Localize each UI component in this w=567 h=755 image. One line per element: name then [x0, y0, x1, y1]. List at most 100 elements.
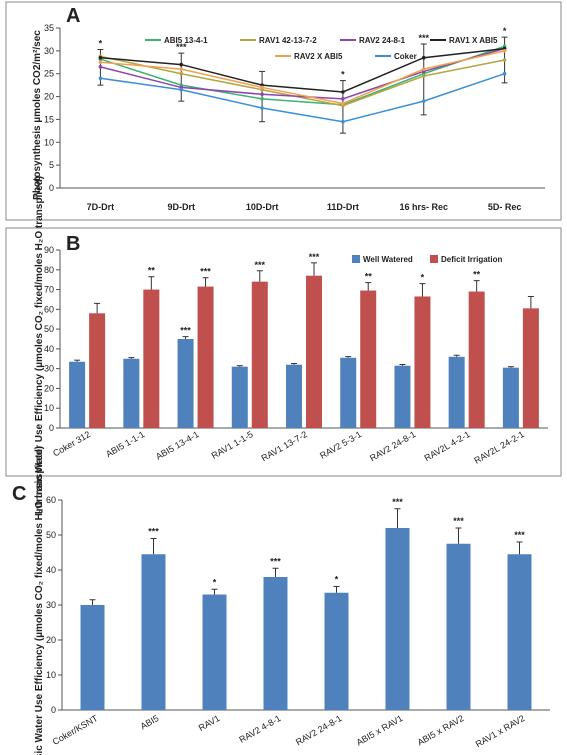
- panel-c-bar: [141, 554, 166, 710]
- panel-b-significance-label: ***: [180, 326, 191, 336]
- panel-c-bar: [446, 543, 471, 710]
- panel-c-ytick-label: 20: [46, 635, 56, 645]
- panel-a-ytick-label: 30: [44, 46, 54, 56]
- panel-b-ytick-label: 50: [44, 324, 54, 334]
- panel-a-legend-label: RAV2 X ABI5: [294, 52, 343, 61]
- panel-b-ylabel: Intrinsic Water Use Efficiency (µmoles C…: [34, 176, 45, 514]
- panel-b-bar: [286, 364, 302, 428]
- panel-b-ytick-label: 40: [44, 344, 54, 354]
- panel-c-bar: [324, 592, 349, 710]
- panel-a-series-line: [100, 73, 505, 123]
- panel-b-bar: [306, 275, 322, 428]
- panel-b-bar: [69, 361, 86, 428]
- panel-c-ylabel: Intrinsic Water Use Efficiency (µmoles C…: [34, 446, 45, 755]
- panel-a-xtick-label: 10D-Drt: [246, 202, 279, 212]
- panel-c-bar: [202, 594, 227, 710]
- panel-a-letter: A: [66, 5, 80, 27]
- panel-b-bar: [197, 286, 214, 428]
- panel-b-significance-label: **: [473, 270, 481, 280]
- panel-b-ytick-label: 70: [44, 285, 54, 295]
- panel-b-significance-label: **: [365, 272, 373, 282]
- panel-b-bar: [251, 281, 268, 428]
- panel-a-ytick-label: 10: [44, 137, 54, 147]
- panel-a-data-point: [421, 55, 426, 60]
- panel-b-ytick-label: 80: [44, 265, 54, 275]
- panel-a-xtick-label: 11D-Drt: [327, 202, 359, 212]
- panel-a-series-line: [100, 47, 505, 93]
- panel-b-bar: [89, 313, 106, 428]
- panel-c-significance-label: *: [335, 574, 339, 584]
- panel-a-data-point: [260, 92, 264, 97]
- panel-a-data-point: [341, 119, 345, 124]
- panel-a-data-point: [98, 60, 103, 65]
- panel-c-bar: [507, 554, 532, 710]
- panel-a-data-point: [502, 49, 507, 53]
- panel-a-data-point: [98, 76, 103, 81]
- panel-b-bar: [414, 296, 431, 428]
- panel-a-xtick-label: 16 hrs- Rec: [399, 202, 448, 212]
- panel-c-bar: [263, 577, 288, 710]
- panel-a-series-line: [100, 50, 505, 105]
- panel-b-significance-label: ***: [200, 267, 211, 277]
- panel-b-letter: B: [66, 233, 80, 255]
- panel-a-legend-label: ABI5 13-4-1: [164, 36, 208, 45]
- panel-a-ytick-label: 35: [44, 23, 54, 33]
- panel-a-ytick-label: 0: [49, 183, 54, 193]
- panel-c-letter: C: [12, 483, 26, 505]
- panel-a-data-point: [421, 74, 426, 78]
- panel-a-xtick-label: 5D- Rec: [488, 202, 522, 212]
- panel-a-data-point: [341, 101, 345, 106]
- panel-a-ylabel: Photosynthesis µmoles CO2/m²/sec: [32, 30, 43, 200]
- panel-c-bar: [385, 528, 410, 710]
- panel-a-series-line: [100, 55, 505, 107]
- panel-c-ytick-label: 40: [46, 565, 56, 575]
- panel-b-legend-swatch: [352, 255, 360, 263]
- panel-a-data-point: [341, 90, 345, 94]
- panel-b-ytick-label: 20: [44, 383, 54, 393]
- panel-c-significance-label: *: [213, 577, 217, 587]
- panel-c-significance-label: ***: [148, 527, 159, 537]
- panel-a-data-point: [98, 65, 103, 69]
- panel-a-data-point: [179, 71, 184, 76]
- panel-c-significance-label: ***: [392, 497, 403, 507]
- panel-a-xtick-label: 9D-Drt: [167, 202, 195, 212]
- panel-a-ytick-label: 15: [44, 114, 54, 124]
- panel-c-ytick-label: 60: [46, 495, 56, 505]
- panel-a-xtick-label: 7D-Drt: [87, 202, 115, 212]
- panel-a-data-point: [260, 106, 264, 110]
- panel-a-ytick-label: 5: [49, 160, 54, 170]
- panel-a-data-point: [179, 87, 184, 92]
- panel-a-series-line: [100, 45, 505, 106]
- panel-a-data-point: [502, 58, 507, 62]
- panel-b-bar: [231, 366, 248, 428]
- panel-a-significance-label: ***: [176, 42, 187, 52]
- panel-c-significance-label: ***: [514, 530, 525, 540]
- panel-b-ytick-label: 0: [49, 423, 54, 433]
- panel-a-legend-label: RAV1 42-13-7-2: [259, 36, 317, 45]
- panel-b-bar: [360, 290, 377, 428]
- panel-b-ytick-label: 60: [44, 304, 54, 314]
- panel-c-significance-label: ***: [453, 516, 464, 526]
- panel-b-bar: [143, 289, 160, 428]
- panel-c-significance-label: ***: [270, 556, 281, 566]
- panel-b-bar: [502, 367, 519, 428]
- panel-b-bar: [177, 339, 194, 428]
- panel-b-legend-swatch: [430, 255, 438, 263]
- panel-a-series-line: [100, 47, 505, 100]
- panel-a-significance-label: *: [341, 70, 345, 80]
- panel-c-bar: [80, 605, 105, 710]
- panel-a: A Photosynthesis µmoles CO2/m²/sec 0 5 10 1…: [5, 1, 562, 221]
- panel-b: B Intrinsic Water Use Efficiency (µmoles…: [5, 176, 562, 514]
- panel-a-legend-label: RAV1 X ABI5: [449, 36, 498, 45]
- panel-b-bar: [123, 358, 140, 428]
- panel-a-legend-label: Coker: [394, 52, 417, 61]
- panel-b-bar: [340, 357, 357, 428]
- panel-a-significance-label: *: [503, 26, 507, 36]
- panel-c-ytick-label: 50: [46, 530, 56, 540]
- panel-c-ytick-label: 30: [46, 600, 56, 610]
- panel-a-data-point: [98, 55, 103, 60]
- panel-a-data-point: [341, 97, 345, 101]
- panel-b-bar: [522, 308, 539, 428]
- panel-a-significance-label: *: [99, 38, 103, 48]
